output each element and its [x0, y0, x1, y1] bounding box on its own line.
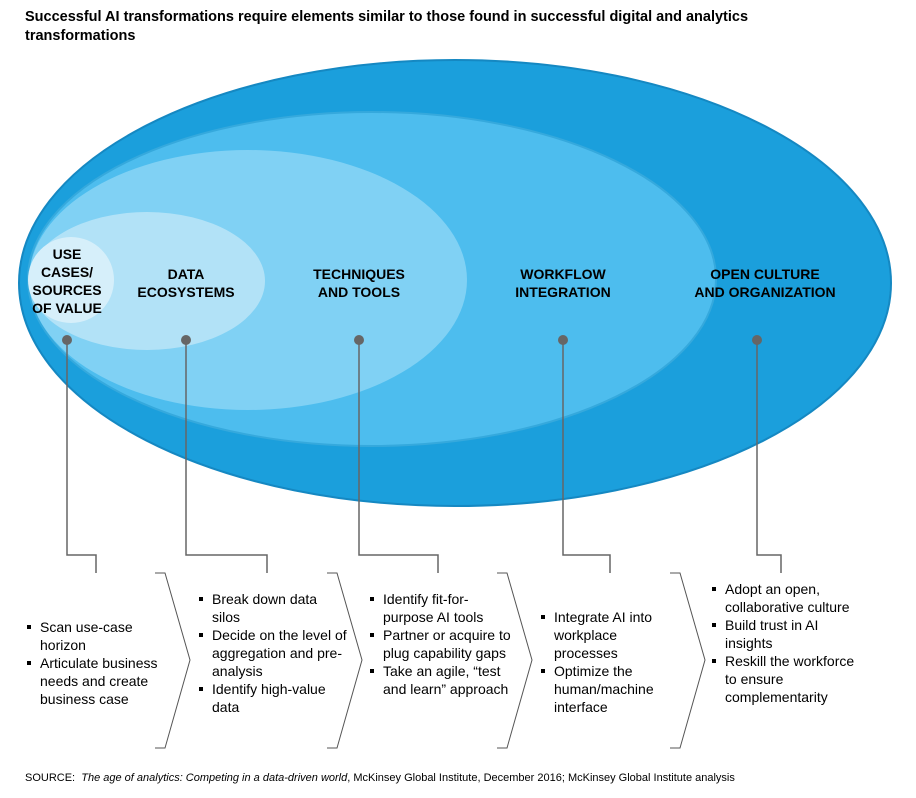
- chevron-separator: [670, 572, 706, 749]
- bullet-item: Break down data silos: [197, 590, 347, 626]
- connector-dot: [354, 335, 364, 345]
- layer-label-line: OF VALUE: [32, 300, 102, 316]
- connector-dot: [752, 335, 762, 345]
- source-note: SOURCE: The age of analytics: Competing …: [25, 772, 735, 784]
- connector-line: [358, 340, 439, 573]
- layer-label-line: ECOSYSTEMS: [137, 284, 235, 300]
- layer-label: TECHNIQUES AND TOOLS: [313, 265, 405, 301]
- chevron-separator: [327, 572, 363, 749]
- bullet-item: Partner or acquire to plug capability ga…: [368, 626, 518, 662]
- bullet-item: Reskill the workforce to ensure compleme…: [710, 652, 860, 706]
- layer-label: DATA ECOSYSTEMS: [137, 265, 234, 301]
- bullet-item: Adopt an open, collaborative culture: [710, 580, 860, 616]
- connector-line: [66, 340, 97, 573]
- bullet-list: Scan use-case horizon Articulate business…: [25, 618, 175, 708]
- layer-label: USE CASES/SOURCES OF VALUE: [32, 245, 102, 317]
- bullet-item: Identify fit-for-purpose AI tools: [368, 590, 518, 626]
- chevron-separator: [497, 572, 533, 749]
- bullet-list: Adopt an open, collaborative culture Buil…: [710, 580, 860, 706]
- bullet-item: Optimize the human/machine interface: [539, 662, 679, 716]
- layer-label-line: OPEN CULTURE: [710, 266, 820, 282]
- layer-label: OPEN CULTURE AND ORGANIZATION: [694, 265, 835, 301]
- connector-dot: [62, 335, 72, 345]
- layer-label-line: DATA: [167, 266, 205, 282]
- layer-label: WORKFLOW INTEGRATION: [515, 265, 610, 301]
- layer-label-line: WORKFLOW: [520, 266, 606, 282]
- layer-label-line: AND TOOLS: [317, 284, 401, 300]
- connector-line: [562, 340, 611, 573]
- bullet-list: Integrate AI into workplace processes Opt…: [539, 608, 679, 716]
- layer-label-line: CASES/: [40, 264, 94, 280]
- bullet-item: Integrate AI into workplace processes: [539, 608, 679, 662]
- bullet-item: Take an agile, “test and learn” approach: [368, 662, 518, 698]
- connector-dot: [181, 335, 191, 345]
- bullet-item: Build trust in AI insights: [710, 616, 860, 652]
- connector-dot: [558, 335, 568, 345]
- bullet-list: Break down data silos Decide on the level…: [197, 590, 347, 716]
- bullet-item: Identify high-value data: [197, 680, 347, 716]
- chevron-separator: [155, 572, 191, 749]
- layer-label-line: SOURCES: [32, 282, 102, 298]
- bullet-item: Scan use-case horizon: [25, 618, 175, 654]
- connector-line: [185, 340, 268, 573]
- ellipse-use-cases: [28, 237, 114, 323]
- bullet-item: Articulate business needs and create bus…: [25, 654, 175, 708]
- bullet-list: Identify fit-for-purpose AI tools Partner…: [368, 590, 518, 698]
- layer-label-line: TECHNIQUES: [313, 266, 405, 282]
- bullet-item: Decide on the level of aggregation and p…: [197, 626, 347, 680]
- layer-label-line: AND ORGANIZATION: [694, 284, 836, 300]
- diagram-title: Successful AI transformations require el…: [25, 9, 749, 44]
- layer-label-line: USE: [52, 246, 82, 262]
- layer-label-line: INTEGRATION: [515, 284, 611, 300]
- connector-line: [756, 340, 782, 573]
